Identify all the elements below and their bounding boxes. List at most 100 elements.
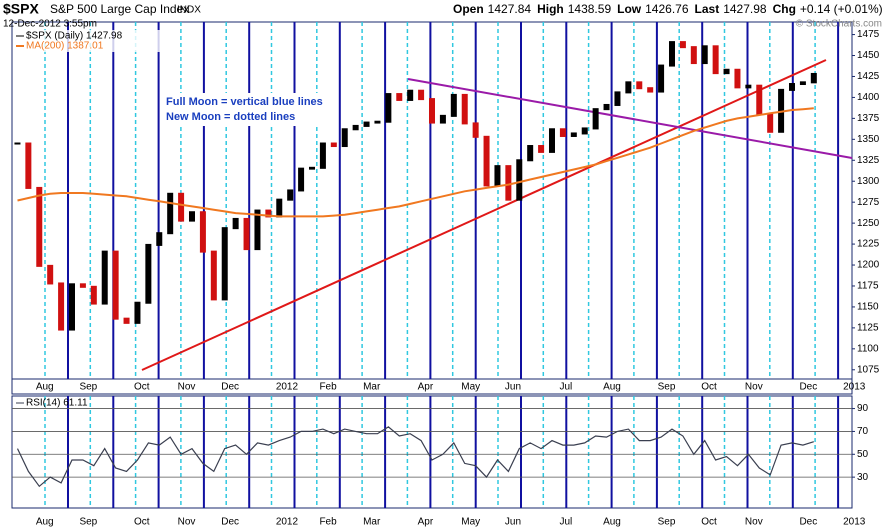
candle	[679, 41, 686, 49]
x-tick-label: Oct	[701, 382, 717, 393]
y-tick-label: 1250	[857, 218, 880, 229]
price-date-axis	[11, 378, 853, 395]
quote-value: +0.14 (+0.01%)	[800, 2, 883, 16]
candle	[341, 128, 348, 148]
x-tick-label: Jun	[505, 517, 521, 528]
trendline-up	[141, 59, 827, 371]
candle	[538, 145, 545, 153]
series-line	[17, 107, 814, 218]
y-tick-label: 70	[857, 426, 869, 437]
candle	[178, 192, 185, 222]
x-tick-label: Mar	[363, 517, 381, 528]
legend-box	[14, 30, 164, 52]
candle	[167, 192, 174, 235]
candle	[79, 283, 86, 288]
y-tick-label: 1425	[857, 71, 880, 82]
candle	[14, 142, 21, 145]
x-tick-label: Apr	[418, 382, 434, 393]
candle	[810, 72, 817, 84]
y-tick-label: 1300	[857, 176, 880, 187]
x-tick-label: 2013	[843, 517, 866, 528]
series-line	[16, 426, 814, 488]
candle	[472, 122, 479, 138]
x-tick-label: Dec	[221, 517, 239, 528]
candle	[669, 41, 675, 67]
x-tick-label: May	[461, 517, 480, 528]
x-tick-label: Jul	[559, 382, 572, 393]
candle	[756, 84, 763, 116]
x-tick-label: Feb	[319, 382, 337, 393]
quote-label: High	[537, 2, 564, 16]
candle	[418, 89, 425, 101]
candle	[210, 250, 217, 301]
date: 12-Dec-2012 3:55pm	[3, 19, 97, 30]
candle	[134, 301, 141, 324]
quote-label: Chg	[773, 2, 796, 16]
candle	[243, 217, 250, 251]
x-tick-label: Oct	[134, 517, 150, 528]
x-tick-label: Nov	[745, 382, 763, 393]
x-tick-label: Aug	[36, 382, 54, 393]
x-tick-label: Nov	[178, 517, 196, 528]
x-tick-label: Dec	[799, 517, 817, 528]
candle	[330, 142, 337, 148]
candle	[745, 84, 752, 89]
candle	[505, 165, 512, 201]
x-tick-label: May	[461, 382, 480, 393]
candle	[58, 282, 65, 331]
x-tick-label: Jun	[505, 382, 521, 393]
x-tick-label: 2012	[276, 382, 299, 393]
candle	[690, 46, 697, 65]
y-tick-label: 1075	[857, 364, 880, 375]
y-tick-label: 1450	[857, 50, 880, 61]
candle	[309, 166, 315, 170]
x-tick-label: Feb	[319, 517, 337, 528]
candle	[799, 81, 806, 86]
quote-value: 1427.84	[488, 2, 532, 16]
candle	[101, 250, 108, 305]
y-tick-label: 1175	[857, 281, 879, 292]
candle	[516, 159, 523, 201]
x-tick-label: Sep	[79, 517, 97, 528]
candle	[581, 127, 588, 135]
x-tick-label: Oct	[134, 382, 150, 393]
x-tick-label: Sep	[79, 382, 97, 393]
symbol: $SPX	[3, 1, 39, 17]
candle	[527, 145, 534, 162]
candle	[712, 45, 719, 75]
candle	[90, 285, 97, 305]
candle	[549, 128, 555, 153]
candle	[276, 198, 283, 218]
x-tick-label: Sep	[658, 517, 676, 528]
candle	[36, 186, 43, 267]
candle	[592, 108, 599, 130]
quote-value: 1438.59	[568, 2, 612, 16]
credit: © StockCharts.com	[796, 19, 882, 30]
x-tick-label: Nov	[178, 382, 196, 393]
y-tick-label: 50	[857, 449, 869, 460]
x-tick-label: Aug	[36, 517, 54, 528]
x-tick-label: Aug	[603, 382, 621, 393]
annotation: Full Moon = vertical blue lines	[166, 96, 323, 108]
quote-label: Last	[695, 2, 720, 16]
quote-label: Open	[453, 2, 484, 16]
y-tick-label: 1350	[857, 134, 880, 145]
y-tick-label: 1100	[857, 343, 879, 354]
y-tick-label: 90	[857, 403, 869, 414]
candle	[636, 81, 643, 90]
x-tick-label: 2013	[843, 382, 866, 393]
candle	[723, 68, 730, 75]
candle	[461, 93, 468, 125]
candle	[396, 93, 403, 101]
candle	[265, 209, 272, 218]
y-tick-label: 1200	[857, 260, 880, 271]
candle	[647, 87, 654, 93]
candle	[298, 167, 305, 192]
candle	[123, 317, 130, 324]
y-tick-label: 1400	[857, 92, 880, 103]
legend-entry: RSI(14) 61.11	[26, 398, 88, 409]
annotation-box	[163, 93, 328, 126]
index-name: S&P 500 Large Cap Index	[50, 2, 189, 16]
quote-label: Low	[617, 2, 642, 16]
